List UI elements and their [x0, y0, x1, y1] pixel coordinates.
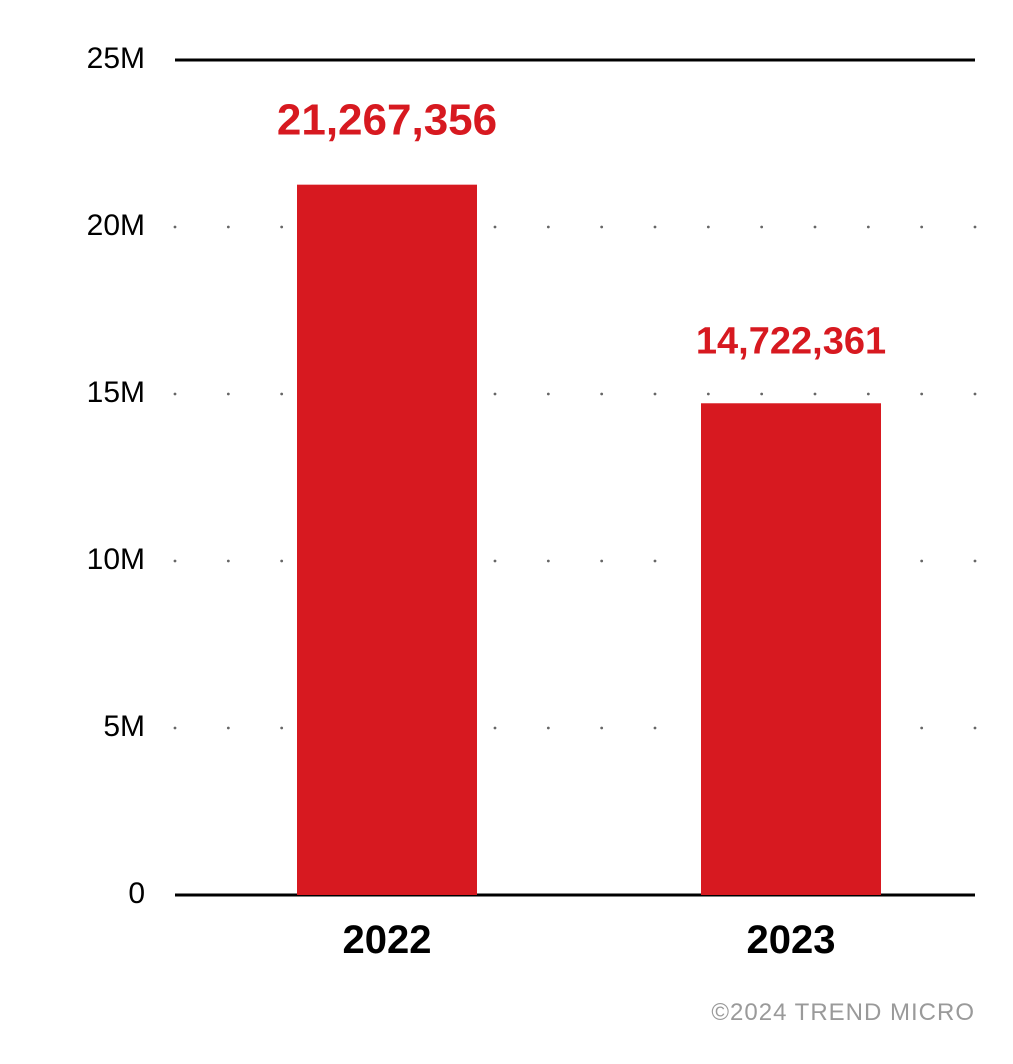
grid-dot [494, 226, 497, 229]
grid-dot [707, 226, 710, 229]
grid-dot [654, 226, 657, 229]
grid-dot [494, 727, 497, 730]
grid-dot [547, 393, 550, 396]
grid-dot [920, 226, 923, 229]
grid-dot [974, 393, 977, 396]
grid-dot [174, 560, 177, 563]
grid-dot [920, 727, 923, 730]
bar [297, 185, 477, 895]
grid-dot [227, 560, 230, 563]
y-tick-label: 5M [103, 710, 145, 743]
bar-chart: 0 5M 10M 15M 20M 25M 21,267,356 2022 14,722,361 2… [0, 0, 1013, 1064]
bar-value-label: 14,722,361 [696, 320, 886, 362]
grid-dot [974, 226, 977, 229]
grid-dot [600, 560, 603, 563]
x-category-label: 2023 [747, 918, 836, 962]
grid-dot [600, 226, 603, 229]
grid-dot [227, 226, 230, 229]
bar [701, 403, 881, 895]
grid-dot [227, 393, 230, 396]
grid-dot [760, 393, 763, 396]
grid-dot [227, 727, 230, 730]
grid-dot [600, 393, 603, 396]
grid-dot [280, 560, 283, 563]
chart-container: 0 5M 10M 15M 20M 25M 21,267,356 2022 14,722,361 2… [0, 0, 1013, 1064]
grid-dot [280, 393, 283, 396]
grid-dot [707, 393, 710, 396]
grid-dot [974, 560, 977, 563]
grid-dot [920, 560, 923, 563]
grid-dot [494, 560, 497, 563]
grid-dot [494, 393, 497, 396]
grid-dot [974, 727, 977, 730]
y-tick-label: 15M [87, 376, 145, 409]
grid-dot [867, 226, 870, 229]
grid-dot [174, 393, 177, 396]
grid-dot [600, 727, 603, 730]
grid-dot [547, 560, 550, 563]
grid-dot [547, 226, 550, 229]
y-tick-label: 25M [87, 42, 145, 75]
grid-dot [867, 393, 870, 396]
y-tick-label: 10M [87, 543, 145, 576]
grid-dot [920, 393, 923, 396]
grid-dot [814, 393, 817, 396]
grid-dot [174, 727, 177, 730]
y-tick-label: 20M [87, 209, 145, 242]
grid-dot [814, 226, 817, 229]
x-category-label: 2022 [343, 918, 432, 962]
grid-dot [654, 727, 657, 730]
y-tick-label: 0 [128, 877, 145, 910]
grid-dot [280, 727, 283, 730]
copyright-text: ©2024 TREND MICRO [711, 999, 975, 1026]
bar-value-label: 21,267,356 [277, 96, 497, 145]
grid-dot [760, 226, 763, 229]
grid-dot [280, 226, 283, 229]
grid-dot [654, 560, 657, 563]
grid-dot [547, 727, 550, 730]
grid-dot [654, 393, 657, 396]
grid-dot [174, 226, 177, 229]
